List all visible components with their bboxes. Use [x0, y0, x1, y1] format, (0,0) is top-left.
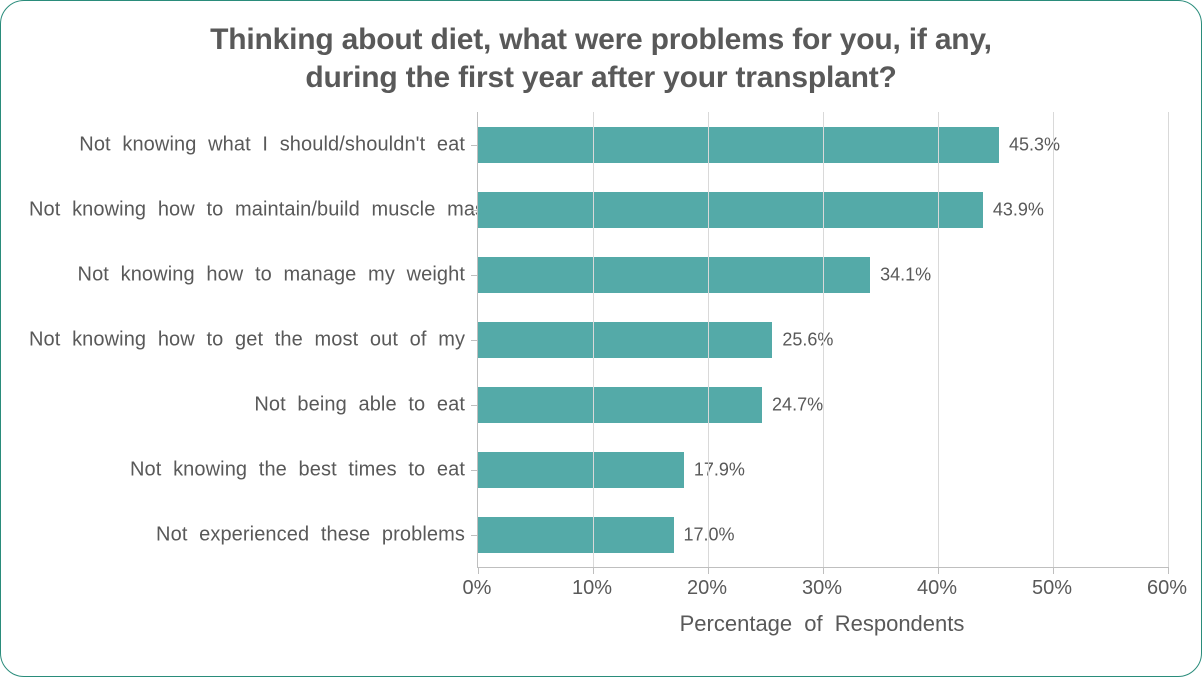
y-axis-tick	[471, 210, 478, 211]
gridline	[593, 112, 594, 567]
y-axis-tick	[471, 470, 478, 471]
chart-card: Thinking about diet, what were problems …	[0, 0, 1202, 677]
y-axis-tick	[471, 535, 478, 536]
x-axis-tick-label: 50%	[1032, 577, 1072, 600]
y-axis-label: Not knowing the best times to eat	[29, 458, 465, 481]
y-axis-tick	[471, 405, 478, 406]
x-axis-tick-label: 0%	[463, 577, 492, 600]
x-axis-tick	[823, 567, 824, 574]
x-axis-tick	[938, 567, 939, 574]
y-axis-label: Not knowing how to manage my weight	[29, 263, 465, 286]
chart-bar: 24.7%	[478, 387, 762, 423]
gridline	[1168, 112, 1169, 567]
x-axis-tick	[1053, 567, 1054, 574]
chart-bar: 17.0%	[478, 517, 674, 553]
bar-value-label: 43.9%	[993, 199, 1044, 220]
x-axis-tick-label: 20%	[687, 577, 727, 600]
bar-value-label: 17.9%	[694, 459, 745, 480]
x-axis-tick	[478, 567, 479, 574]
y-axis-label: Not knowing how to maintain/build muscle…	[29, 198, 465, 221]
chart-bar: 17.9%	[478, 452, 684, 488]
y-axis-label: Not knowing how to get the most out of m…	[29, 328, 465, 351]
gridline	[708, 112, 709, 567]
x-axis-tick	[593, 567, 594, 574]
chart-plot: Not knowing what I should/shouldn't eat N…	[29, 112, 1173, 642]
y-axis-tick	[471, 145, 478, 146]
bar-value-label: 24.7%	[772, 394, 823, 415]
axis-area: 45.3% 43.9% 34.1% 25.6% 24.7% 17.9% 17.0%	[477, 112, 1168, 568]
y-axis-label: Not knowing what I should/shouldn't eat	[29, 133, 465, 156]
x-axis-tick-label: 10%	[572, 577, 612, 600]
y-axis-label: Not experienced these problems	[29, 523, 465, 546]
chart-bar: 45.3%	[478, 127, 999, 163]
x-axis-tick-label: 60%	[1147, 577, 1187, 600]
gridline	[823, 112, 824, 567]
chart-bar: 34.1%	[478, 257, 870, 293]
x-axis-tick-label: 40%	[917, 577, 957, 600]
chart-title: Thinking about diet, what were problems …	[29, 21, 1173, 98]
y-axis-tick	[471, 340, 478, 341]
y-axis-tick	[471, 275, 478, 276]
bar-value-label: 17.0%	[684, 524, 735, 545]
y-axis-label: Not being able to eat	[29, 393, 465, 416]
chart-bar: 43.9%	[478, 192, 983, 228]
x-axis-tick-label: 30%	[802, 577, 842, 600]
bar-value-label: 25.6%	[782, 329, 833, 350]
gridline	[938, 112, 939, 567]
chart-bar: 25.6%	[478, 322, 772, 358]
bar-value-label: 34.1%	[880, 264, 931, 285]
x-axis-tick	[708, 567, 709, 574]
x-axis-label: Percentage of Respondents	[680, 611, 965, 637]
gridline	[1053, 112, 1054, 567]
y-axis-labels: Not knowing what I should/shouldn't eat N…	[29, 112, 465, 567]
x-axis-tick	[1168, 567, 1169, 574]
